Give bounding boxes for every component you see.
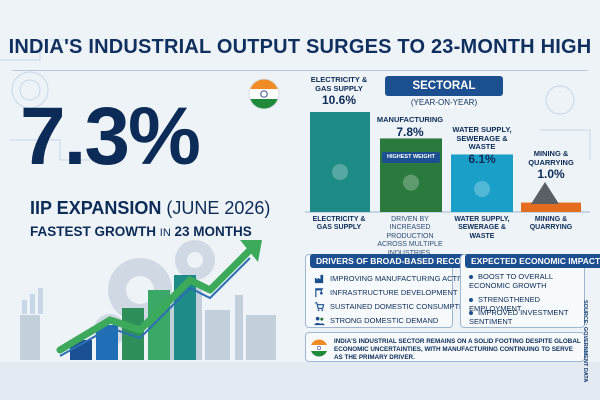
driver-item: SUSTAINED DOMESTIC CONSUMPTION	[314, 301, 472, 312]
impact-item: BOOST TO OVERALL ECONOMIC GROWTH	[469, 272, 581, 291]
impact-item: STRENGTHENED EMPLOYMENT	[469, 295, 581, 314]
bar-bottom-electricity: ELECTRICITY & GAS SUPPLY	[312, 216, 366, 232]
factory-icon	[314, 274, 324, 284]
tagline-part-3: 23 MONTHS	[174, 224, 252, 239]
bar-illustration-icon	[474, 180, 490, 197]
bar-note-manufacturing: DRIVEN BY INCREASED PRODUCTION ACROSS MU…	[377, 216, 443, 257]
impact-label: IMPROVED INVESTMENT SENTIMENT	[469, 308, 569, 327]
mountain-icon	[531, 182, 559, 204]
bar-bottom-mining: MINING & QUARRYING	[529, 216, 573, 232]
impact-label: STRENGTHENED EMPLOYMENT	[469, 295, 541, 314]
bar-1	[380, 138, 442, 212]
bar-label-manufacturing: MANUFACTURING 7.8%	[375, 115, 445, 139]
india-flag-icon	[248, 78, 280, 110]
title-divider	[12, 70, 588, 71]
sectoral-growth-subheading: (YEAR-ON-YEAR)	[410, 98, 478, 107]
driver-label: INFRASTRUCTURE DEVELOPMENT	[330, 288, 458, 297]
bullet-icon	[469, 275, 473, 280]
bar-2	[451, 154, 513, 212]
bullet-icon	[469, 298, 473, 303]
drivers-heading: DRIVERS OF BROAD-BASED RECOVERY	[310, 254, 490, 268]
footer-text: INDIA'S INDUSTRIAL SECTOR REMAINS ON A S…	[334, 338, 581, 362]
headline-subtitle: IIP EXPANSION (JUNE 2026)	[30, 198, 270, 219]
period-label: (JUNE 2026)	[166, 198, 271, 218]
impact-item: IMPROVED INVESTMENT SENTIMENT	[469, 308, 581, 327]
footer-callout: INDIA'S INDUSTRIAL SECTOR REMAINS ON A S…	[305, 332, 585, 362]
bar-bottom-water: WATER SUPPLY, SEWERAGE & WASTE	[454, 216, 510, 240]
cart-icon	[314, 302, 325, 312]
bar-label-water: WATER SUPPLY, SEWERAGE & WASTE 6.1%	[447, 125, 517, 166]
sectoral-bar-chart	[305, 112, 590, 213]
bar-name: WATER SUPPLY, SEWERAGE & WASTE	[452, 125, 512, 152]
bar-illustration-icon	[403, 174, 419, 191]
india-flag-icon	[310, 339, 328, 357]
bullet-icon	[469, 311, 473, 316]
bar-name: MINING & QUARRYING	[528, 149, 574, 167]
headline-tagline: FASTEST GROWTH IN 23 MONTHS	[30, 224, 252, 239]
bar-label-mining: MINING & QUARRYING 1.0%	[520, 149, 582, 182]
bar-value: 10.6%	[321, 93, 357, 108]
bar-name: MANUFACTURING	[376, 115, 444, 124]
bar-label-electricity: ELECTRICITY & GAS SUPPLY 10.6%	[308, 75, 370, 108]
page-title: INDIA'S INDUSTRIAL OUTPUT SURGES TO 23-M…	[8, 36, 592, 58]
impact-box: EXPECTED ECONOMIC IMPACT BOOST TO OVERAL…	[460, 254, 600, 328]
bar-3	[521, 202, 581, 212]
sectoral-growth-heading: SECTORAL GROWTH	[385, 76, 503, 112]
tagline-part-2: IN	[159, 227, 171, 239]
tagline-part-1: FASTEST GROWTH	[30, 224, 156, 239]
people-icon	[314, 316, 325, 326]
source-note: SOURCE: GOVERNMENT DATA	[582, 300, 588, 383]
headline-figure: 7.3%	[20, 91, 201, 182]
driver-item: INFRASTRUCTURE DEVELOPMENT	[314, 287, 458, 298]
driver-item: IMPROVING MANUFACTURING ACTIVITY	[314, 273, 476, 284]
impact-heading: EXPECTED ECONOMIC IMPACT	[465, 254, 600, 268]
driver-label: STRONG DOMESTIC DEMAND	[330, 316, 439, 325]
crane-icon	[315, 288, 324, 298]
bar-name: ELECTRICITY & GAS SUPPLY	[310, 75, 368, 93]
bar-value: 6.1%	[468, 151, 496, 166]
bar-value: 7.8%	[396, 124, 424, 139]
driver-label: IMPROVING MANUFACTURING ACTIVITY	[330, 274, 476, 283]
bar-value: 1.0%	[537, 167, 565, 182]
drivers-box: DRIVERS OF BROAD-BASED RECOVERY IMPROVIN…	[305, 254, 490, 328]
impact-label: BOOST TO OVERALL ECONOMIC GROWTH	[469, 272, 553, 291]
highest-weight-badge: HIGHEST WEIGHT	[382, 152, 440, 163]
bar-illustration-icon	[332, 164, 348, 180]
iip-label: IIP EXPANSION	[30, 198, 162, 218]
driver-item: STRONG DOMESTIC DEMAND	[314, 315, 438, 326]
driver-label: SUSTAINED DOMESTIC CONSUMPTION	[330, 302, 473, 311]
bar-0	[310, 112, 370, 212]
